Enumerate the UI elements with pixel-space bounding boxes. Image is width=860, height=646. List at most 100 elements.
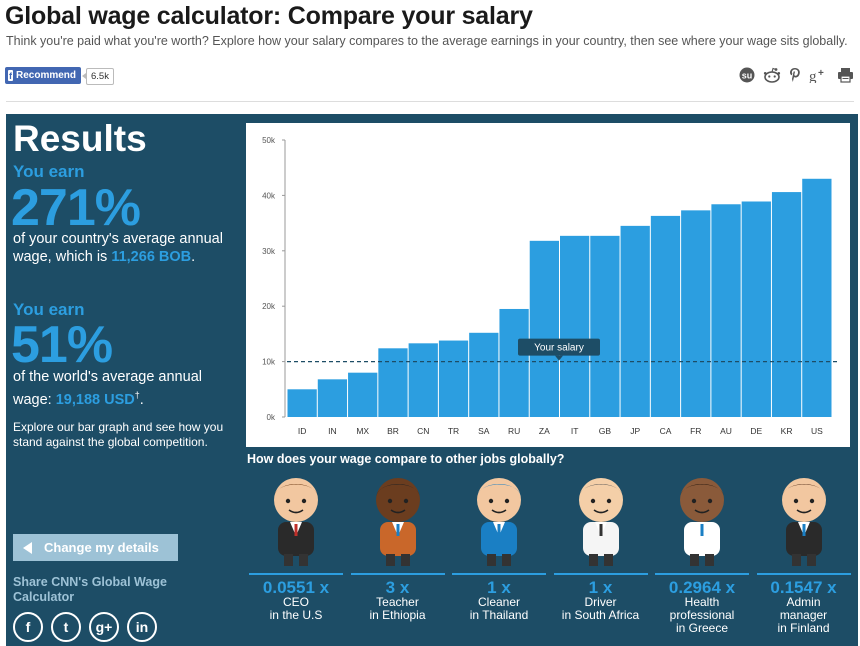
social-buttons: f t g+ in bbox=[13, 612, 157, 642]
job-divider bbox=[553, 573, 648, 575]
x-tick-label: RU bbox=[508, 426, 520, 436]
y-tick-label: 0k bbox=[267, 413, 276, 422]
job-ratio: 3 x bbox=[385, 578, 410, 597]
job-name: Driver in South Africa bbox=[551, 596, 651, 622]
bar-au bbox=[711, 204, 741, 417]
job-name-line: in Finland bbox=[777, 621, 830, 635]
job-divider bbox=[452, 573, 546, 575]
header-divider bbox=[6, 101, 854, 102]
job-card: 3 x Teacher in Ethiopia bbox=[348, 468, 448, 638]
y-tick-label: 40k bbox=[262, 191, 276, 200]
x-tick-label: BR bbox=[387, 426, 399, 436]
y-tick-label: 50k bbox=[262, 136, 276, 145]
job-name: CEO in the U.S bbox=[246, 596, 346, 622]
world-desc-text: of the world's average annual wage: bbox=[13, 369, 202, 408]
y-tick-label: 30k bbox=[262, 247, 276, 256]
salary-tooltip-label: Your salary bbox=[534, 343, 584, 354]
google-plus-icon[interactable]: g+ bbox=[89, 612, 119, 642]
facebook-recommend-button[interactable]: f Recommend bbox=[5, 67, 81, 84]
print-icon[interactable] bbox=[837, 67, 854, 84]
y-tick-label: 20k bbox=[262, 302, 276, 311]
world-percent: 51% bbox=[11, 316, 113, 374]
change-details-label: Change my details bbox=[44, 540, 159, 555]
back-arrow-icon bbox=[23, 541, 32, 554]
x-tick-label: DE bbox=[750, 426, 762, 436]
job-ratio: 1 x bbox=[588, 578, 613, 597]
twitter-icon[interactable]: t bbox=[51, 612, 81, 642]
bar-ru bbox=[499, 308, 529, 417]
job-ratio: 0.2964 x bbox=[668, 578, 736, 597]
jobs-comparison: 0.0551 x CEO in the U.S 3 x Teacher in Ethiop… bbox=[246, 468, 852, 638]
job-name-line: CEO bbox=[282, 595, 309, 609]
results-heading: Results bbox=[13, 118, 147, 159]
job-card: 0.2964 x Health professional in Greece bbox=[652, 468, 752, 638]
x-tick-label: JP bbox=[630, 426, 640, 436]
x-tick-label: ID bbox=[298, 426, 307, 436]
reddit-icon[interactable] bbox=[763, 67, 781, 84]
country-desc-end: . bbox=[191, 249, 196, 265]
svg-text:su: su bbox=[742, 71, 753, 81]
job-divider bbox=[655, 573, 749, 575]
x-tick-label: SA bbox=[478, 426, 490, 436]
bar-it bbox=[560, 235, 590, 417]
x-tick-label: CN bbox=[417, 426, 429, 436]
google-plus-icon[interactable]: g+ bbox=[809, 67, 829, 85]
bar-cn bbox=[408, 343, 438, 417]
world-desc-end: . bbox=[139, 391, 144, 408]
job-card: 1 x Cleaner in Thailand bbox=[449, 468, 549, 638]
job-ratio: 0.1547 x bbox=[770, 578, 837, 597]
world-lead: You earn bbox=[13, 300, 85, 319]
bar-sa bbox=[469, 332, 499, 417]
linkedin-icon[interactable]: in bbox=[127, 612, 157, 642]
facebook-icon[interactable]: f bbox=[13, 612, 43, 642]
teacher-figure bbox=[375, 478, 420, 566]
job-name-line: in Greece bbox=[675, 621, 729, 635]
y-tick-label: 10k bbox=[262, 358, 276, 367]
salary-tooltip-pointer bbox=[555, 355, 563, 361]
country-desc-text: of your country's average annual wage, w… bbox=[13, 231, 223, 265]
job-name-line: in Ethiopia bbox=[369, 608, 426, 622]
bar-fr bbox=[681, 210, 711, 417]
page-subtitle: Think you're paid what you're worth? Exp… bbox=[6, 34, 848, 48]
facebook-recommend-label: Recommend bbox=[15, 70, 76, 81]
dagger-note: † bbox=[134, 390, 140, 400]
job-name: Teacher in Ethiopia bbox=[348, 596, 448, 622]
job-name-line: professional bbox=[669, 608, 735, 622]
world-wage-amount: 19,188 USD bbox=[55, 391, 135, 408]
bar-in bbox=[317, 379, 348, 417]
doctor-figure bbox=[680, 478, 724, 566]
change-details-button[interactable]: Change my details bbox=[13, 534, 178, 561]
job-name: Admin manager in Finland bbox=[754, 596, 854, 635]
bar-ca bbox=[650, 215, 681, 417]
country-percent: 271% bbox=[11, 179, 141, 237]
x-tick-label: GB bbox=[599, 426, 612, 436]
job-card: 0.1547 x Admin manager in Finland bbox=[754, 468, 854, 638]
bar-de bbox=[741, 201, 771, 417]
country-description: of your country's average annual wage, w… bbox=[13, 230, 228, 266]
stumbleupon-icon[interactable]: su bbox=[739, 67, 755, 84]
jobs-section-title: How does your wage compare to other jobs… bbox=[247, 452, 565, 466]
x-tick-label: KR bbox=[781, 426, 793, 436]
job-name-line: Cleaner bbox=[477, 595, 521, 609]
explore-text: Explore our bar graph and see how you st… bbox=[13, 420, 224, 449]
job-name-line: in South Africa bbox=[561, 608, 640, 622]
job-divider bbox=[350, 573, 445, 575]
job-name-line: in Thailand bbox=[469, 608, 529, 622]
page-title: Global wage calculator: Compare your sal… bbox=[5, 2, 533, 30]
bar-mx bbox=[348, 372, 378, 417]
pinterest-icon[interactable] bbox=[789, 67, 801, 84]
country-wage-amount: 11,266 BOB bbox=[111, 249, 192, 265]
x-tick-label: US bbox=[811, 426, 823, 436]
job-name-line: Teacher bbox=[376, 595, 419, 609]
x-tick-label: AU bbox=[720, 426, 732, 436]
facebook-icon: f bbox=[8, 70, 13, 81]
job-card: 0.0551 x CEO in the U.S bbox=[246, 468, 346, 638]
bar-gb bbox=[590, 235, 620, 417]
job-divider bbox=[756, 573, 851, 575]
share-cnn-label: Share CNN's Global Wage Calculator bbox=[13, 575, 167, 604]
facebook-count: 6.5k bbox=[82, 68, 114, 85]
salary-tooltip bbox=[518, 338, 600, 356]
job-name-line: in the U.S bbox=[269, 608, 323, 622]
job-name: Cleaner in Thailand bbox=[449, 596, 549, 622]
job-name: Health professional in Greece bbox=[652, 596, 752, 635]
